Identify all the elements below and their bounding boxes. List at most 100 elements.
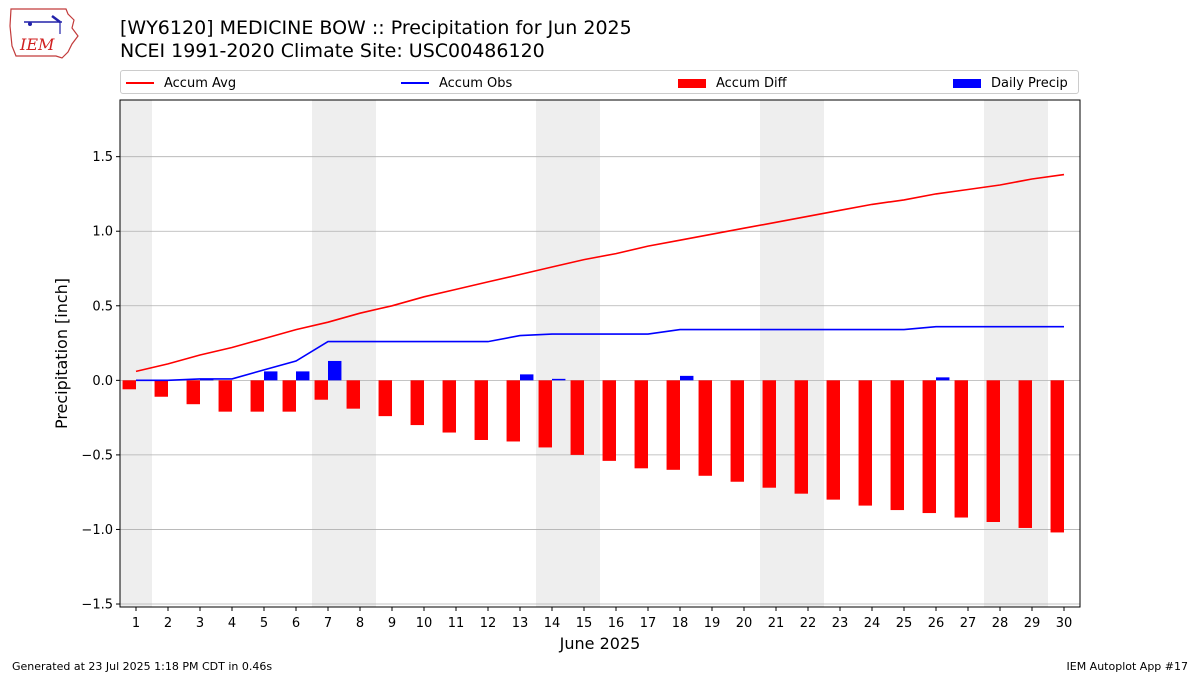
accum-diff-bar xyxy=(794,380,808,494)
x-tick-label: 17 xyxy=(640,616,657,631)
weekend-band xyxy=(792,100,824,607)
legend: Accum Avg Accum Obs Accum Diff Daily Pre… xyxy=(120,70,1079,94)
accum-diff-bar xyxy=(826,380,840,500)
accum-diff-bar xyxy=(986,380,1000,523)
x-tick-label: 12 xyxy=(480,616,497,631)
accum-diff-bar xyxy=(154,380,168,397)
y-tick-label: −0.5 xyxy=(81,448,113,463)
legend-swatch-accum-obs xyxy=(401,82,429,84)
daily-precip-bar xyxy=(328,360,342,381)
accum-diff-bar xyxy=(666,380,680,470)
legend-label-accum-avg: Accum Avg xyxy=(164,75,237,91)
x-tick-label: 18 xyxy=(672,616,689,631)
x-tick-label: 2 xyxy=(164,616,172,631)
y-axis-label: Precipitation [inch] xyxy=(52,278,71,429)
accum-diff-bar xyxy=(378,380,392,417)
accum-diff-bar xyxy=(122,380,136,390)
accum-diff-bar xyxy=(474,380,488,440)
x-tick-label: 29 xyxy=(1024,616,1041,631)
legend-item-accum-obs: Accum Obs xyxy=(401,74,512,92)
y-tick-label: 1.0 xyxy=(92,225,113,240)
y-tick-label: −1.5 xyxy=(81,598,113,613)
weekend-band xyxy=(568,100,600,607)
x-tick-label: 27 xyxy=(960,616,977,631)
daily-precip-bar xyxy=(296,371,310,381)
y-tick-label: 0.0 xyxy=(92,374,113,389)
accum-diff-bar xyxy=(314,380,328,400)
x-tick-label: 25 xyxy=(896,616,913,631)
accum-diff-bar xyxy=(1050,380,1064,533)
legend-label-accum-diff: Accum Diff xyxy=(716,75,787,91)
accum-avg-line xyxy=(135,173,1065,373)
y-tick-label: 0.5 xyxy=(92,299,113,314)
x-axis-label: June 2025 xyxy=(559,634,641,653)
x-tick-label: 20 xyxy=(736,616,753,631)
accum-diff-bar xyxy=(282,380,296,412)
daily-precip-bar xyxy=(264,371,278,381)
x-tick-label: 22 xyxy=(800,616,817,631)
accum-diff-bar xyxy=(954,380,968,518)
chart-title: [WY6120] MEDICINE BOW :: Precipitation f… xyxy=(120,17,632,39)
iem-logo-icon: IEM xyxy=(9,8,79,59)
x-tick-label: 30 xyxy=(1056,616,1073,631)
x-tick-label: 10 xyxy=(416,616,433,631)
daily-precip-bar xyxy=(936,377,950,381)
daily-precip-bar xyxy=(520,374,534,381)
x-tick-label: 14 xyxy=(544,616,561,631)
legend-swatch-daily-precip xyxy=(953,78,981,88)
accum-diff-bar xyxy=(218,380,232,412)
weekend-band xyxy=(984,100,1016,607)
x-tick-label: 28 xyxy=(992,616,1009,631)
plot-frame xyxy=(119,99,1081,608)
accum-diff-bar xyxy=(762,380,776,488)
weekend-band xyxy=(344,100,376,607)
x-tick-label: 11 xyxy=(448,616,465,631)
logo-text: IEM xyxy=(19,35,55,54)
accum-diff-bar xyxy=(890,380,904,511)
x-tick-label: 26 xyxy=(928,616,945,631)
x-tick-label: 4 xyxy=(228,616,236,631)
y-tick-label: 1.5 xyxy=(92,150,113,165)
accum-diff-bar xyxy=(602,380,616,461)
x-tick-label: 6 xyxy=(292,616,300,631)
x-tick-label: 7 xyxy=(324,616,332,631)
chart-subtitle: NCEI 1991-2020 Climate Site: USC00486120 xyxy=(120,40,545,62)
x-tick-label: 5 xyxy=(260,616,268,631)
weekend-band xyxy=(536,100,568,607)
daily-precip-bar xyxy=(552,378,566,381)
y-tick-label: −1.0 xyxy=(81,523,113,538)
accum-diff-bar xyxy=(922,380,936,514)
x-tick-label: 19 xyxy=(704,616,721,631)
accum-diff-bar xyxy=(698,380,712,476)
accum-diff-bar xyxy=(186,380,200,405)
x-tick-label: 9 xyxy=(388,616,396,631)
accum-diff-bar xyxy=(346,380,360,409)
legend-label-daily-precip: Daily Precip xyxy=(991,75,1068,91)
accum-diff-bar xyxy=(442,380,456,433)
accum-diff-bar xyxy=(570,380,584,455)
x-tick-label: 23 xyxy=(832,616,849,631)
weekend-band xyxy=(312,100,344,607)
footer-generated: Generated at 23 Jul 2025 1:18 PM CDT in … xyxy=(12,660,273,673)
weekend-band xyxy=(1016,100,1048,607)
accum-diff-bar xyxy=(410,380,424,426)
accum-obs-line xyxy=(136,325,1064,382)
x-tick-label: 21 xyxy=(768,616,785,631)
x-tick-label: 16 xyxy=(608,616,625,631)
accum-diff-bar xyxy=(538,380,552,448)
x-tick-label: 15 xyxy=(576,616,593,631)
accum-diff-bar xyxy=(634,380,648,469)
legend-item-accum-diff: Accum Diff xyxy=(678,74,787,92)
legend-item-daily-precip: Daily Precip xyxy=(953,74,1068,92)
accum-diff-bar xyxy=(730,380,744,482)
weekend-band xyxy=(760,100,792,607)
legend-swatch-accum-avg xyxy=(126,82,154,84)
footer-app: IEM Autoplot App #17 xyxy=(1066,660,1189,673)
legend-label-accum-obs: Accum Obs xyxy=(439,75,513,91)
accum-diff-bar xyxy=(1018,380,1032,528)
accum-diff-bar xyxy=(250,380,264,412)
weekend-band xyxy=(120,100,152,607)
legend-swatch-accum-diff xyxy=(678,78,706,88)
x-tick-label: 13 xyxy=(512,616,529,631)
